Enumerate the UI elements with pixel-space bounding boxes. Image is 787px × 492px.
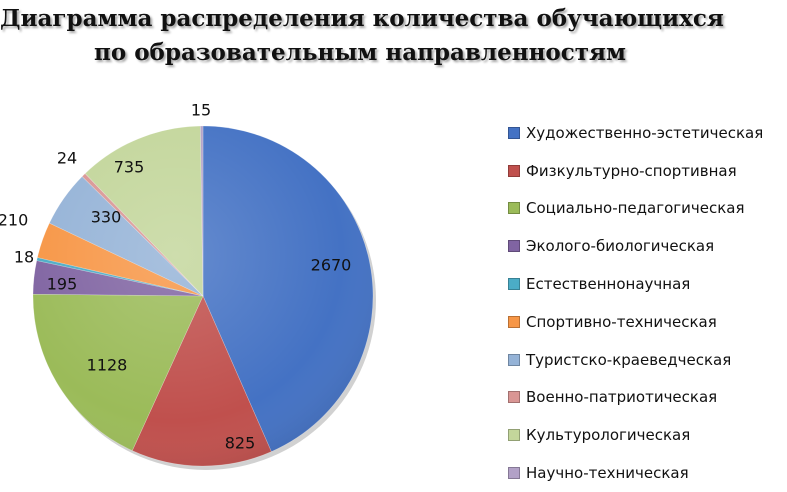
legend-item-эколого-биологическая: Эколого-биологическая	[508, 227, 763, 265]
chart-title-line-2: по образовательным направленностям	[94, 39, 626, 66]
data-label-научно-техническая: 15	[191, 101, 211, 120]
legend-label: Военно-патриотическая	[526, 388, 718, 407]
legend-swatch	[508, 467, 520, 480]
legend-swatch	[508, 202, 520, 215]
legend-item-спортивно-техническая: Спортивно-техническая	[508, 303, 763, 341]
data-label-туристско-краеведческая: 330	[91, 208, 122, 227]
legend-item-туристско-краеведческая: Туристско-краеведческая	[508, 341, 763, 379]
legend-swatch	[508, 429, 520, 442]
legend-label: Научно-техническая	[526, 464, 689, 483]
data-label-военно-патриотическая: 24	[57, 149, 77, 168]
legend-label: Физкультурно-спортивная	[526, 161, 737, 180]
legend-swatch	[508, 240, 520, 253]
legend-label: Спортивно-техническая	[526, 312, 717, 331]
legend-swatch	[508, 126, 520, 139]
legend-item-научно-техническая: Научно-техническая	[508, 454, 763, 492]
legend-label: Туристско-краеведческая	[526, 350, 732, 369]
legend-label: Культурологическая	[526, 426, 691, 445]
legend-item-художественно-эстетическая: Художественно-эстетическая	[508, 114, 763, 152]
legend-item-физкультурно-спортивная: Физкультурно-спортивная	[508, 152, 763, 190]
legend-item-военно-патриотическая: Военно-патриотическая	[508, 379, 763, 417]
chart-legend: Художественно-эстетическая Физкультурно-с…	[508, 114, 763, 492]
legend-label: Естественнонаучная	[526, 275, 691, 294]
legend-swatch	[508, 391, 520, 404]
legend-item-культурологическая: Культурологическая	[508, 416, 763, 454]
chart-title: Диаграмма распределения количества обуча…	[0, 2, 724, 70]
legend-swatch	[508, 353, 520, 366]
legend-swatch	[508, 315, 520, 328]
data-label-художественно-эстетическая: 2670	[311, 256, 352, 275]
data-label-спортивно-техническая: 210	[0, 211, 28, 230]
legend-label: Социально-педагогическая	[526, 199, 745, 218]
data-label-эколого-биологическая: 195	[47, 275, 78, 294]
legend-label: Эколого-биологическая	[526, 237, 715, 256]
data-label-социально-педагогическая: 1128	[87, 356, 128, 375]
legend-label: Художественно-эстетическая	[526, 123, 764, 142]
data-label-естественнонаучная: 18	[14, 248, 34, 267]
legend-swatch	[508, 278, 520, 291]
data-label-культурологическая: 735	[114, 158, 145, 177]
chart-title-line-1: Диаграмма распределения количества обуча…	[0, 5, 724, 32]
legend-item-естественнонаучная: Естественнонаучная	[508, 265, 763, 303]
data-label-физкультурно-спортивная: 825	[225, 434, 256, 453]
legend-item-социально-педагогическая: Социально-педагогическая	[508, 190, 763, 228]
legend-swatch	[508, 164, 520, 177]
